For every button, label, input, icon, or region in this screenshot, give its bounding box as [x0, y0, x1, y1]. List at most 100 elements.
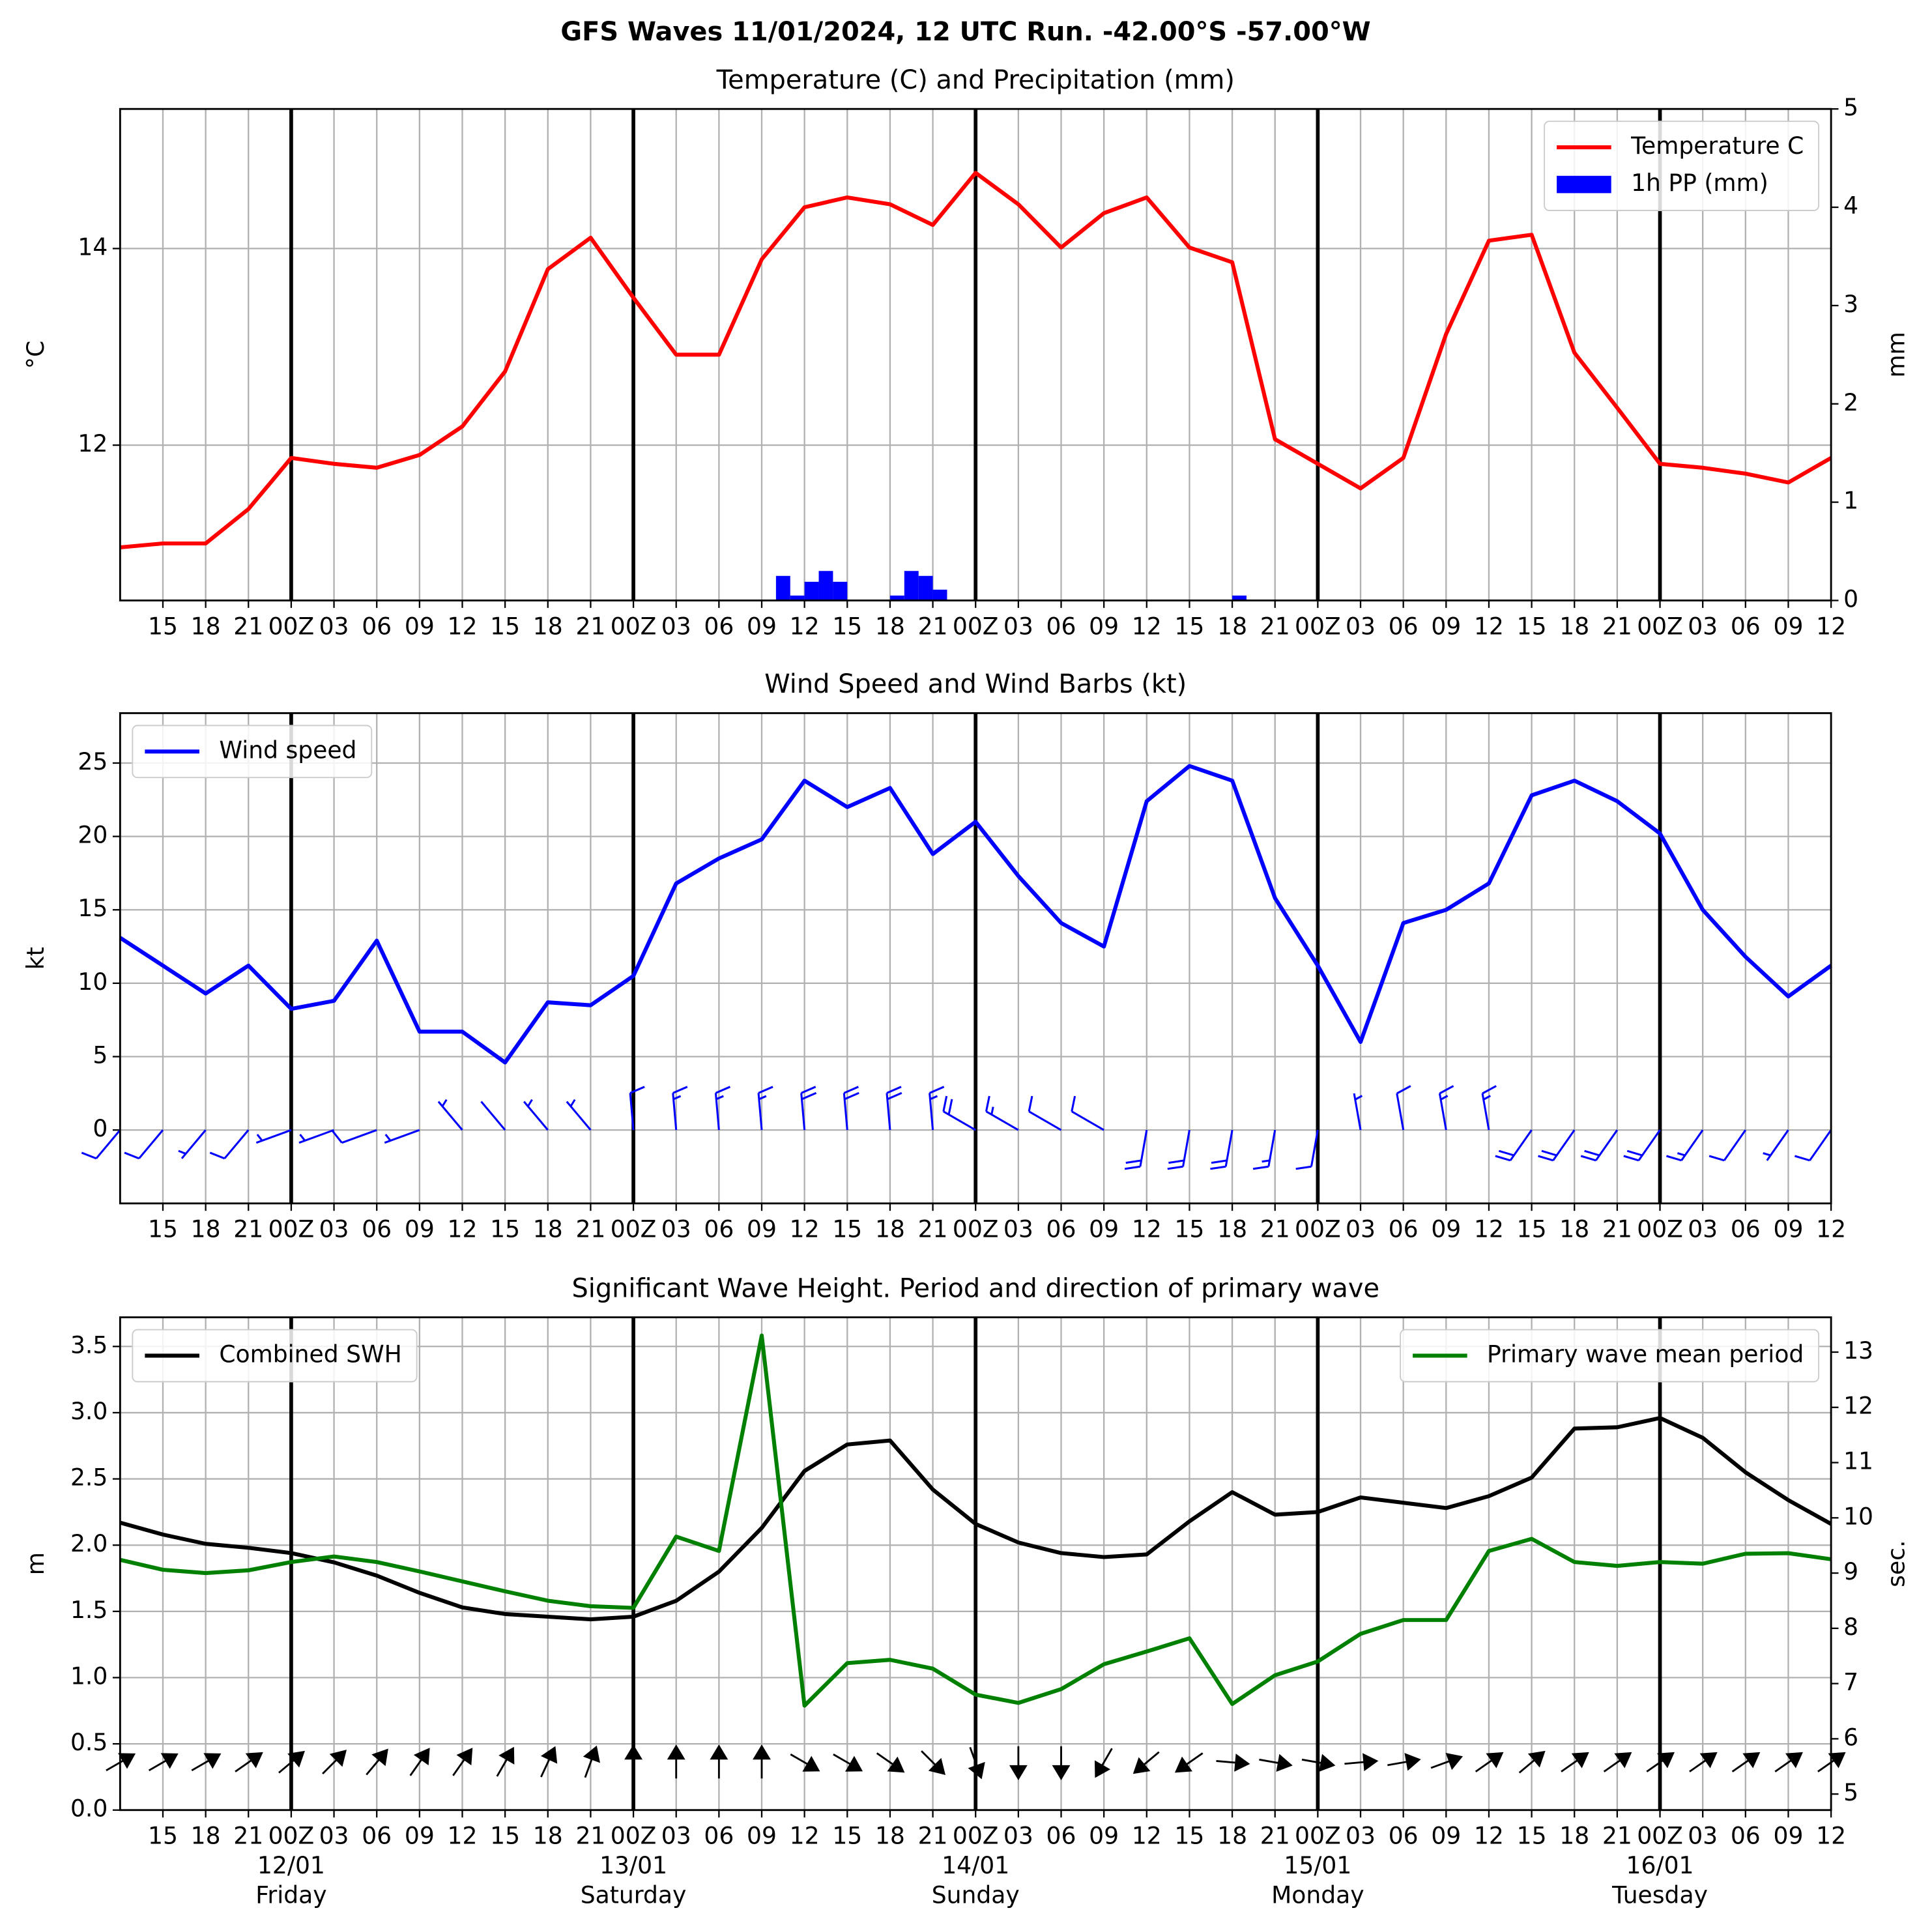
- weekday-label: Tuesday: [1611, 1882, 1708, 1909]
- wind-barb: [1709, 1129, 1747, 1162]
- series-line: [119, 764, 1832, 1065]
- x-tick-label: 00Z: [1295, 1823, 1341, 1850]
- y2-tick-label: 11: [1843, 1448, 1873, 1475]
- legend-box: [132, 725, 373, 779]
- x-tick-label: 15: [490, 1823, 520, 1850]
- wind-barb: [1623, 1129, 1661, 1162]
- wind-barb: [1794, 1129, 1832, 1162]
- x-tick-label: 18: [1217, 613, 1247, 640]
- x-tick-label: 03: [1688, 613, 1718, 640]
- plot-frame: [119, 712, 1832, 1205]
- wave-direction-arrow: [1052, 1746, 1071, 1781]
- weekday-label: Monday: [1271, 1882, 1364, 1909]
- x-tick-label: 21: [918, 613, 948, 640]
- x-tick-label: 18: [191, 613, 221, 640]
- legend: Primary wave mean period: [1400, 1329, 1820, 1383]
- wind-barb: [1396, 1085, 1411, 1131]
- x-tick-label: 15: [148, 1823, 178, 1850]
- x-tick-label: 09: [1774, 613, 1804, 640]
- x-tick-label: 06: [704, 1216, 734, 1243]
- x-tick-label: 03: [661, 613, 691, 640]
- date-label: 12/01: [257, 1852, 325, 1879]
- x-tick-label: 03: [1688, 1216, 1718, 1243]
- wind-barb: [331, 1129, 377, 1144]
- x-tick-label: 15: [832, 613, 862, 640]
- x-tick-label: 00Z: [611, 1823, 657, 1850]
- x-tick-label: 03: [319, 613, 349, 640]
- wave-direction-arrow: [1731, 1752, 1761, 1772]
- x-tick-label: 03: [661, 1216, 691, 1243]
- wave-direction-arrow: [833, 1753, 863, 1772]
- y2-tick-label: 0: [1843, 585, 1858, 613]
- x-tick-label: 12: [1474, 1823, 1504, 1850]
- wave-direction-arrow: [322, 1750, 347, 1775]
- x-tick-label: 21: [1602, 1823, 1632, 1850]
- wind-barb: [1295, 1129, 1319, 1170]
- x-tick-label: 15: [490, 613, 520, 640]
- x-tick-label: 18: [1217, 1216, 1247, 1243]
- x-tick-label: 00Z: [953, 1216, 999, 1243]
- bar: [889, 595, 904, 601]
- x-tick-label: 12: [790, 1823, 820, 1850]
- x-tick-label: 06: [1046, 613, 1076, 640]
- wave-direction-arrow: [1475, 1752, 1504, 1772]
- wave-direction-arrow: [876, 1752, 905, 1773]
- date-label: 13/01: [599, 1852, 667, 1879]
- y2-tick-label: 2: [1843, 389, 1858, 416]
- y-tick-label: 0: [93, 1115, 108, 1142]
- x-tick-label: 03: [319, 1823, 349, 1850]
- wave-direction-arrow: [1174, 1752, 1204, 1773]
- bar: [790, 595, 805, 601]
- wave-direction-arrow: [1774, 1752, 1803, 1772]
- y2-tick-label: 9: [1843, 1558, 1858, 1585]
- x-tick-label: 12: [1816, 1823, 1846, 1850]
- x-tick-label: 18: [875, 1823, 905, 1850]
- wind-barb: [566, 1099, 592, 1131]
- bar: [918, 575, 933, 601]
- x-tick-label: 15: [148, 613, 178, 640]
- wind-barb: [1763, 1129, 1789, 1161]
- wave-direction-arrow: [540, 1746, 558, 1778]
- wind-barb: [629, 1086, 645, 1131]
- series-line: [119, 1416, 1832, 1622]
- x-tick-label: 03: [1688, 1823, 1718, 1850]
- panel-title: Temperature (C) and Precipitation (mm): [716, 65, 1235, 95]
- y2-tick-label: 6: [1843, 1724, 1858, 1751]
- x-tick-label: 12: [448, 613, 478, 640]
- wave-direction-arrow: [1387, 1753, 1421, 1771]
- x-tick-label: 03: [1003, 1216, 1033, 1243]
- x-tick-label: 03: [661, 1823, 691, 1850]
- y2-tick-label: 7: [1843, 1669, 1858, 1696]
- x-tick-label: 09: [747, 1216, 777, 1243]
- legend: Wind speed: [132, 725, 373, 779]
- legend-box: [1400, 1329, 1820, 1383]
- y-tick-label: 1.0: [70, 1662, 108, 1690]
- wind-barb: [1071, 1095, 1104, 1131]
- x-tick-label: 03: [1003, 613, 1033, 640]
- x-tick-label: 06: [1389, 1823, 1419, 1850]
- y-tick-label: 0.0: [70, 1795, 108, 1823]
- wave-direction-arrow: [921, 1750, 946, 1776]
- plot-frame: [119, 1316, 1832, 1812]
- x-tick-label: 21: [575, 613, 605, 640]
- wind-barb: [437, 1099, 463, 1131]
- y2-tick-label: 3: [1843, 291, 1858, 318]
- x-tick-label: 09: [1089, 1216, 1119, 1243]
- y-axis-label: kt: [22, 947, 50, 970]
- x-tick-label: 09: [1089, 613, 1119, 640]
- x-tick-label: 06: [1731, 613, 1761, 640]
- wind-barb: [1580, 1129, 1619, 1162]
- x-tick-label: 21: [1260, 613, 1290, 640]
- wave-direction-arrow: [278, 1750, 305, 1774]
- wind-barb: [800, 1086, 817, 1131]
- y-tick-label: 3.5: [70, 1331, 108, 1359]
- x-tick-label: 00Z: [1637, 1216, 1683, 1243]
- weekday-label: Sunday: [932, 1882, 1020, 1909]
- x-tick-label: 00Z: [611, 1216, 657, 1243]
- y-tick-label: 2.5: [70, 1464, 108, 1492]
- wind-barb: [523, 1099, 549, 1131]
- wind-barb: [714, 1086, 731, 1131]
- x-tick-label: 18: [875, 1216, 905, 1243]
- legend-label: Temperature C: [1630, 132, 1804, 160]
